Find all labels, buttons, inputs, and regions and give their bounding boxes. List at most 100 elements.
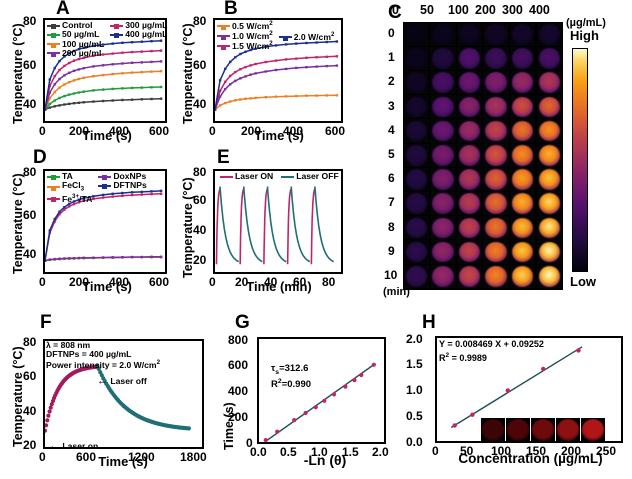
legend-label: 1.0 W/cm2 [232, 30, 273, 41]
heatmap-cell [483, 167, 509, 192]
panel-f-xtick-0: 0 [39, 450, 46, 464]
panel-f-annotation-concentration: DFTNPs = 400 µg/mL [46, 349, 132, 359]
heatmap-well-disc [458, 241, 481, 263]
heatmap-cell [509, 119, 536, 143]
legend-item-control: Control [47, 20, 104, 30]
panel-a-xtick-0: 0 [39, 124, 46, 138]
heatmap-well-disc [458, 120, 481, 142]
heatmap-well-disc [538, 48, 560, 69]
heatmap-cell [536, 264, 563, 288]
heatmap-cell [509, 143, 536, 167]
heatmap-cell [403, 167, 430, 192]
panel-h-label: H [422, 312, 436, 333]
heatmap-cell [456, 119, 483, 143]
panel-e-xtick-80: 80 [322, 275, 336, 289]
panel-h-xtick-250: 250 [596, 444, 617, 458]
legend-item-0-5: 0.5 W/cm2 [217, 20, 273, 31]
heatmap-cell [509, 167, 536, 192]
panel-d-ytick-60: 60 [23, 208, 37, 222]
panel-h-xtick-150: 150 [526, 444, 547, 458]
heatmap-cell [536, 95, 563, 119]
panel-e-ytick-80: 80 [193, 165, 207, 179]
heatmap-well-disc [405, 120, 427, 142]
heatmap-cell [430, 95, 456, 119]
heatmap-cell [456, 191, 483, 216]
legend-item-50: 50 µg/mL [47, 29, 104, 39]
panel-g-annotation-r2: R2=0.990 [271, 378, 312, 391]
legend-label: 300 µg/mL [125, 20, 168, 30]
legend-item-ta: TA [47, 171, 92, 181]
legend-label: 1.5 W/cm2 [232, 40, 273, 52]
heatmap-cell [430, 143, 456, 167]
legend-item-fecl3: FeCl3 [47, 180, 92, 193]
panel-a-xlabel: Time (s) [82, 128, 132, 143]
heatmap-well-disc [538, 266, 560, 287]
heatmap-well-disc [432, 193, 454, 214]
panel-f-xlabel: Time (s) [98, 454, 148, 469]
panel-h-annotation-equation: Y = 0.008469 X + 0.09252 [439, 339, 544, 349]
legend-label: DoxNPs [113, 171, 147, 181]
panel-e: E Temperature (°C) 80 60 40 20 Laser ON … [172, 148, 352, 296]
heatmap-cell [483, 70, 509, 95]
panel-c: C 0 50 100 200 300 400 (µg/mL) 0 1 2 3 4 5 6 7 8 9 10 (… [383, 0, 632, 300]
legend-label: Laser ON [235, 171, 274, 181]
panel-g-ytick-400: 400 [228, 384, 249, 398]
heatmap-cell [456, 46, 483, 71]
heatmap-cell [430, 240, 456, 264]
heatmap-cell [536, 46, 563, 71]
heatmap-well-disc [511, 217, 534, 239]
heatmap-cell [509, 216, 536, 240]
heatmap-cell [509, 46, 536, 71]
heatmap-well-disc [511, 193, 534, 214]
heatmap-cell [536, 240, 563, 264]
heatmap-row-header-9: 9 [388, 243, 395, 258]
heatmap-cell [403, 95, 430, 119]
colorbar-low-label: Low [570, 274, 596, 289]
heatmap-well-disc [511, 169, 534, 190]
panel-e-xtick-40: 40 [264, 275, 278, 289]
panel-f-xtick-1800: 1800 [180, 450, 207, 464]
heatmap-well-disc [538, 96, 560, 118]
panel-g-plot [257, 337, 386, 444]
panel-h-ytick-20: 2.0 [406, 332, 423, 346]
panel-g-ytick-200: 200 [228, 410, 249, 424]
heatmap-row-header-4: 4 [388, 122, 395, 137]
panel-e-xtick-0: 0 [209, 275, 216, 289]
panel-g-xtick-15: 1.5 [342, 445, 359, 459]
heatmap-row-header-3: 3 [388, 98, 395, 113]
panel-h: H 2.0 1.5 1.0 0.5 0.0 Y = 0.008469 X + 0… [393, 300, 632, 479]
heatmap-well-disc [432, 120, 454, 142]
panel-a-label: A [56, 0, 70, 19]
panel-d-xtick-200: 200 [69, 275, 90, 289]
legend-item-400: 400 µg/mL [110, 29, 167, 39]
panel-f-annotation-laser-on: ← Laser on [49, 440, 99, 452]
panel-e-xlabel: Time (min) [246, 279, 312, 294]
legend-item-100: 100 µg/mL [47, 39, 104, 49]
panel-b-legend: 0.5 W/cm2 1.0 W/cm2 1.5 W/cm2 2.0 W/cm2 [217, 20, 334, 52]
panel-d-xtick-0: 0 [39, 275, 46, 289]
panel-h-ytick-05: 0.5 [406, 409, 423, 423]
heatmap-well-disc [538, 145, 560, 166]
heatmap-cell [483, 143, 509, 167]
panel-f-xtick-1200: 1200 [128, 450, 155, 464]
panel-b-ytick-60: 60 [193, 58, 207, 72]
heatmap-cell [456, 95, 483, 119]
heatmap-row-header-0: 0 [388, 26, 395, 40]
heatmap-cell [403, 119, 430, 143]
legend-item-2-0: 2.0 W/cm2 [278, 31, 334, 42]
panel-g-xtick-05: 0.5 [280, 445, 297, 459]
legend-item-1-0: 1.0 W/cm2 [217, 30, 273, 41]
heatmap-well-disc [458, 266, 481, 287]
panel-g: G Time (s) 800 600 400 200 0 τs=312.6 R2… [215, 300, 393, 479]
panel-f-ytick-80: 80 [23, 335, 37, 349]
heatmap-col-header-300: 300 [502, 3, 523, 17]
heatmap-cell [456, 167, 483, 192]
panel-d-svg [45, 189, 163, 262]
panel-e-xtick-60: 60 [293, 275, 307, 289]
heatmap-well-disc [432, 96, 454, 118]
panel-c-colorbar [572, 48, 588, 272]
heatmap-cell [509, 22, 536, 46]
heatmap-cell [483, 119, 509, 143]
panel-h-annotation-r2: R2 = 0.9989 [439, 352, 487, 363]
heatmap-well-disc [538, 24, 560, 45]
